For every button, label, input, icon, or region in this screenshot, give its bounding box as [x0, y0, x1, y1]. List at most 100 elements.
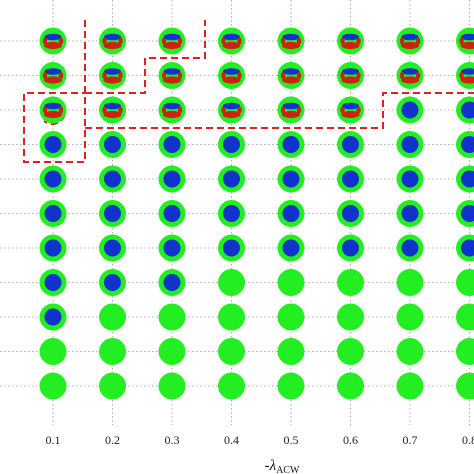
pattern-marker-lobed — [337, 62, 364, 89]
pattern-marker-uniform — [277, 269, 305, 296]
marker-core — [461, 205, 474, 222]
marker-core — [44, 136, 62, 153]
pattern-marker-lobed — [99, 62, 126, 89]
pattern-marker-core — [158, 165, 186, 193]
marker-outer-ring — [99, 372, 126, 400]
marker-lobe-red-left — [280, 72, 286, 79]
marker-lobe-red-right — [237, 37, 242, 45]
pattern-marker-core — [277, 131, 305, 158]
marker-core — [282, 170, 300, 188]
x-axis-label-subscript: ACW — [276, 465, 300, 474]
marker-core — [163, 274, 181, 291]
marker-lobe-red — [44, 110, 62, 119]
marker-core — [282, 205, 300, 222]
marker-outer-ring — [337, 372, 364, 400]
marker-lobe-blue — [461, 68, 474, 75]
pattern-marker-uniform — [218, 303, 245, 331]
marker-lobe-red — [103, 41, 122, 50]
pattern-marker-uniform — [456, 372, 474, 400]
pattern-marker-uniform — [158, 338, 186, 365]
pattern-marker-uniform — [396, 303, 424, 331]
pattern-marker-lobed — [396, 62, 424, 89]
marker-lobe-blue — [44, 33, 62, 41]
marker-outer-ring — [277, 269, 305, 296]
marker-core — [401, 136, 419, 153]
marker-lobe-red-left — [221, 72, 226, 79]
pattern-marker-uniform — [158, 303, 186, 331]
marker-lobe-red-left — [459, 72, 464, 79]
marker-lobe-red-left — [221, 106, 226, 114]
pattern-marker-lobed — [218, 96, 245, 124]
marker-lobe-red-right — [237, 106, 242, 114]
marker-lobe-red-right — [415, 37, 421, 45]
marker-lobe-red-right — [118, 106, 123, 114]
marker-lobe-red-left — [459, 37, 464, 45]
pattern-marker-core — [456, 96, 474, 124]
marker-lobe-red-right — [237, 72, 242, 79]
marker-lobe-red-left — [399, 37, 405, 45]
pattern-marker-lobed — [99, 96, 126, 124]
marker-lobe-red — [163, 41, 181, 50]
marker-lobe-red — [222, 76, 241, 84]
marker-outer-ring — [456, 372, 474, 400]
pattern-marker-uniform — [99, 372, 126, 400]
marker-lobe-red-right — [58, 72, 64, 79]
pattern-marker-uniform — [396, 338, 424, 365]
marker-lobe-red — [163, 76, 181, 84]
pattern-marker-core — [99, 131, 126, 158]
marker-lobe-red-left — [102, 72, 107, 79]
marker-outer-ring — [396, 269, 424, 296]
marker-core — [223, 136, 240, 153]
marker-core — [44, 170, 62, 188]
pattern-marker-lobed — [218, 27, 245, 55]
pattern-marker-core — [456, 234, 474, 262]
pattern-markers — [39, 27, 474, 400]
marker-lobe-blue — [282, 33, 300, 41]
marker-lobe-red-right — [356, 37, 361, 45]
marker-lobe-red-right — [177, 72, 183, 79]
pattern-marker-lobed — [39, 96, 67, 124]
marker-lobe-red — [341, 41, 360, 50]
marker-lobe-red-right — [356, 72, 361, 79]
marker-lobe-red — [282, 110, 300, 119]
pattern-marker-core — [396, 96, 424, 124]
marker-lobe-blue — [163, 33, 181, 41]
marker-core — [223, 170, 240, 188]
marker-lobe-red-left — [340, 72, 345, 79]
marker-lobe-red-left — [340, 106, 345, 114]
marker-core — [104, 274, 121, 291]
marker-lobe-red-left — [280, 106, 286, 114]
marker-lobe-red-right — [58, 106, 64, 114]
marker-lobe-blue — [223, 33, 240, 41]
marker-core — [44, 239, 62, 257]
marker-outer-ring — [337, 269, 364, 296]
marker-core — [44, 205, 62, 222]
pattern-marker-core — [158, 131, 186, 158]
marker-lobe-red — [44, 41, 62, 50]
marker-lobe-blue — [342, 68, 359, 75]
x-axis-label-symbol: -λ — [265, 458, 277, 474]
pattern-marker-core — [39, 165, 67, 193]
pattern-marker-core — [337, 131, 364, 158]
marker-core — [461, 136, 474, 153]
marker-lobe-red-left — [102, 37, 107, 45]
pattern-marker-core — [218, 165, 245, 193]
marker-lobe-red-right — [415, 72, 421, 79]
marker-core — [282, 239, 300, 257]
marker-lobe-red-right — [118, 37, 123, 45]
marker-lobe-blue — [342, 33, 359, 41]
pattern-marker-core — [158, 234, 186, 262]
pattern-marker-core — [456, 131, 474, 158]
pattern-marker-core — [277, 200, 305, 227]
marker-lobe-red-left — [340, 37, 345, 45]
marker-lobe-red-left — [161, 37, 167, 45]
pattern-marker-core — [337, 200, 364, 227]
marker-core — [342, 205, 359, 222]
marker-lobe-red — [460, 76, 474, 84]
x-axis-label: -λACW — [265, 458, 300, 474]
pattern-marker-core — [218, 234, 245, 262]
marker-lobe-blue — [104, 102, 121, 110]
marker-core — [44, 274, 62, 291]
pattern-marker-uniform — [396, 372, 424, 400]
marker-lobe-red — [401, 76, 419, 84]
